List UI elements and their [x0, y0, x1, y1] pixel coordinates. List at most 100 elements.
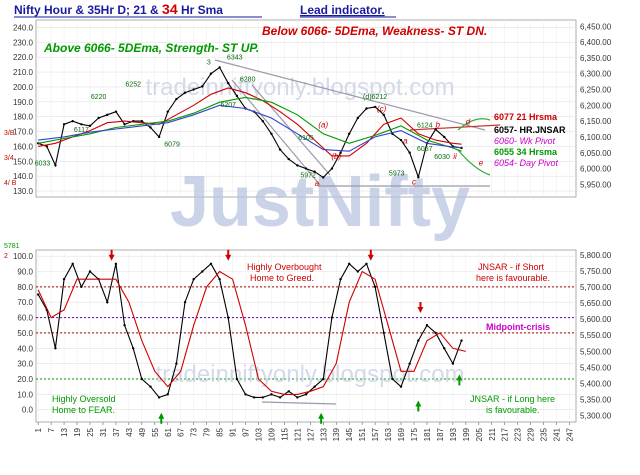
price-point-label: 6105: [298, 135, 314, 142]
wave-label: (c): [377, 105, 387, 114]
price-series-0-point: [278, 148, 282, 151]
chart-title: Nifty Hour & 35Hr D; 21 & 34 Hr Sma: [14, 1, 223, 17]
x-tick-label: 19: [73, 427, 82, 436]
price-series-0-point: [183, 91, 187, 94]
price-left-tick-label: 160.0: [13, 142, 34, 151]
price-point-label: 6280: [240, 77, 256, 84]
price-right-tick-label: 6,200.00: [580, 101, 612, 110]
up-arrow-icon: [318, 412, 325, 424]
price-series-0-point: [123, 123, 126, 126]
osc-right-tick-label: 5,300.00: [580, 412, 612, 421]
osc-series-0-point: [270, 393, 273, 396]
level-34-hrsma: 6055 34 Hrsma: [494, 147, 558, 157]
x-tick-label: 109: [267, 427, 276, 441]
osc-series-0-point: [460, 339, 463, 342]
osc-left-tick-label: 90.0: [17, 268, 33, 277]
price-point-label: 5973: [389, 171, 405, 178]
osc-left-label-1: 5781: [4, 243, 20, 250]
osc-series-0-point: [434, 331, 437, 335]
osc-annotation-oversold: Highly Oversold: [52, 394, 116, 404]
level-day-pivot: 6054- Day Pivot: [494, 158, 559, 168]
price-point-label: 6079: [164, 141, 180, 148]
price-left-tick-label: 230.0: [13, 38, 34, 47]
wave-label: (b): [331, 152, 341, 161]
trendline-green-curve-up: [457, 118, 491, 131]
osc-series-0-point: [252, 396, 256, 399]
osc-series-0-point: [192, 277, 195, 281]
up-arrow-icon: [158, 412, 165, 424]
x-tick-label: 85: [216, 427, 225, 436]
down-arrow-icon: [108, 249, 115, 261]
price-series-0-point: [88, 124, 92, 128]
price-series-0-point: [54, 164, 57, 167]
price-right-tick-label: 6,150.00: [580, 117, 612, 126]
osc-series-0-point: [313, 385, 316, 388]
osc-series-0-point: [417, 339, 420, 342]
price-right-tick-label: 6,350.00: [580, 54, 612, 63]
osc-series-0-point: [175, 362, 178, 365]
price-point-label: 6057: [417, 146, 433, 153]
wave-label: e: [479, 158, 484, 167]
osc-series-0-point: [373, 285, 377, 289]
x-tick-label: 247: [566, 427, 575, 441]
wave-label: b: [436, 120, 441, 129]
osc-series-0-point: [88, 270, 92, 273]
price-panel-frame: [35, 19, 577, 198]
x-tick-label: 175: [410, 427, 419, 441]
osc-left-tick-label: 50.0: [17, 329, 33, 338]
price-left-tick-label: 140.0: [13, 172, 34, 181]
x-tick-label: 199: [462, 427, 471, 441]
price-point-label: 5972: [300, 172, 316, 179]
price-series-0-point: [382, 113, 385, 117]
up-arrow-icon: [456, 374, 463, 386]
osc-annotation-greed: Home to Greed.: [250, 273, 314, 283]
trendline-top: [214, 59, 486, 131]
x-tick-label: 121: [293, 427, 302, 441]
price-series-0-point: [348, 132, 351, 135]
x-tick-label: 235: [540, 427, 549, 441]
osc-series-0-point: [408, 362, 411, 365]
price-series-0-point: [313, 170, 316, 173]
x-tick-label: 103: [254, 427, 263, 441]
price-series-0-point: [399, 138, 403, 142]
osc-series-0-point: [322, 377, 325, 381]
wave-label: ii: [453, 152, 457, 161]
osc-series-0-point: [356, 270, 360, 273]
osc-series-0-point: [339, 277, 342, 281]
down-arrow-icon: [225, 249, 232, 261]
price-series-2: [38, 96, 462, 152]
x-tick-label: 163: [384, 427, 393, 441]
trendline-green-curve-down: [457, 149, 491, 176]
wave-label: a: [403, 136, 408, 145]
x-tick-label: 187: [436, 427, 445, 441]
watermark-justnifty: JustNifty: [170, 162, 470, 242]
osc-right-tick-label: 5,600.00: [580, 315, 612, 324]
osc-trendline-bottom: [261, 401, 337, 405]
x-tick-label: 115: [280, 427, 289, 440]
osc-series-0-point: [62, 277, 66, 281]
price-series-0-point: [270, 132, 273, 135]
price-series-0-point: [322, 176, 325, 179]
price-series-0-point: [149, 126, 152, 129]
osc-trendlines: [261, 401, 337, 405]
price-left-tick-label: 170.0: [13, 128, 34, 137]
price-right-tick-label: 6,000.00: [580, 165, 612, 174]
osc-series-0-point: [106, 301, 109, 304]
x-tick-label: 49: [138, 427, 147, 436]
price-series-0-point: [157, 135, 161, 139]
price-point-label: 3: [207, 59, 211, 66]
x-tick-label: 181: [423, 427, 432, 441]
x-tick-label: 241: [553, 427, 562, 441]
x-tick-label: 97: [242, 427, 251, 436]
osc-series-0-point: [304, 393, 308, 396]
osc-series-1: [37, 270, 466, 395]
x-tick-label: 43: [125, 427, 134, 436]
x-tick-label: 1: [34, 427, 43, 432]
osc-right-tick-label: 5,350.00: [580, 395, 612, 404]
osc-annotation-long-fav: is favourable.: [486, 405, 540, 415]
osc-series-0-point: [71, 262, 74, 266]
left-label-3: 4/ B: [4, 180, 17, 187]
wave-label: c: [412, 177, 416, 186]
osc-series-0-point: [157, 396, 161, 399]
